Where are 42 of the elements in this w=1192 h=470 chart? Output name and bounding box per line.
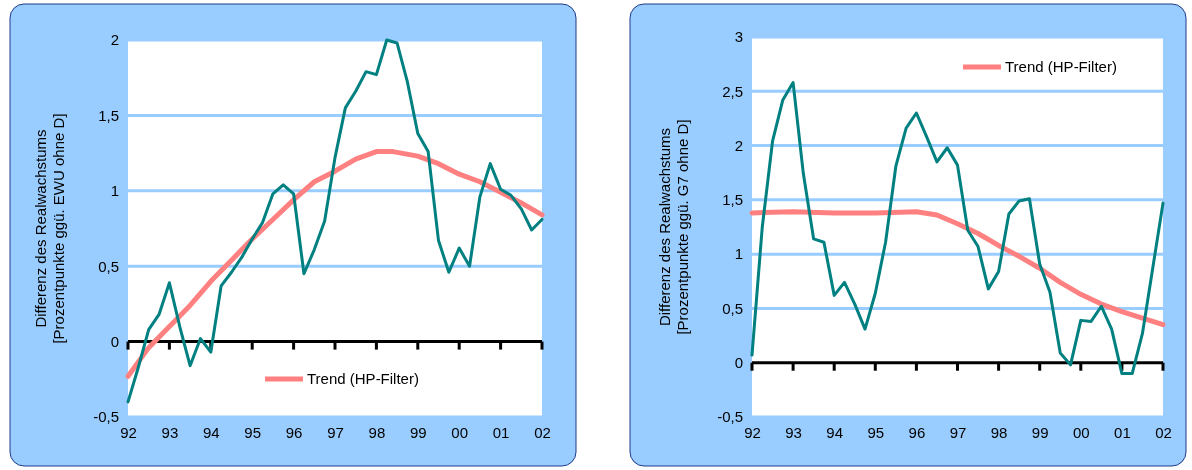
y-tick-label: 2 bbox=[734, 136, 743, 154]
y-axis-title: Differenz des Realwachstums [Prozentpunkte ggü. G7 ohne D] bbox=[656, 119, 691, 335]
x-tick-label: 92 bbox=[744, 423, 761, 441]
x-tick-label: 93 bbox=[785, 423, 802, 441]
y-tick-label: -0,5 bbox=[717, 408, 743, 426]
x-tick-label: 94 bbox=[826, 423, 844, 441]
legend-label: Trend (HP-Filter) bbox=[307, 370, 419, 387]
legend-label: Trend (HP-Filter) bbox=[1005, 58, 1117, 75]
x-tick-label: 97 bbox=[327, 423, 344, 441]
x-tick-label: 97 bbox=[949, 423, 967, 441]
x-tick-label: 98 bbox=[990, 423, 1008, 441]
y-tick-label: 3 bbox=[734, 28, 743, 46]
x-tick-label: 99 bbox=[409, 423, 427, 441]
y-axis-title: Differenz des Realwachstums [Prozentpunkte ggü. EWU ohne D] bbox=[32, 113, 67, 344]
x-tick-label: 01 bbox=[1114, 423, 1131, 441]
x-tick-label: 00 bbox=[1072, 423, 1090, 441]
y-tick-label: 1,5 bbox=[722, 191, 743, 209]
x-tick-label: 99 bbox=[1031, 423, 1049, 441]
x-tick-label: 92 bbox=[120, 423, 137, 441]
y-tick-label: 0 bbox=[734, 354, 743, 372]
x-tick-label: 98 bbox=[368, 423, 386, 441]
x-tick-label: 95 bbox=[867, 423, 885, 441]
x-tick-label: 94 bbox=[202, 423, 220, 441]
y-tick-label: -0,5 bbox=[93, 408, 119, 426]
x-tick-label: 93 bbox=[161, 423, 179, 441]
y-tick-label: 1 bbox=[734, 245, 743, 263]
x-tick-label: 95 bbox=[244, 423, 262, 441]
x-tick-label: 96 bbox=[908, 423, 926, 441]
y-tick-label: 0,5 bbox=[98, 257, 119, 275]
y-tick-label: 1,5 bbox=[98, 106, 119, 124]
y-tick-label: 0 bbox=[110, 332, 119, 350]
y-tick-label: 0,5 bbox=[722, 299, 743, 317]
y-tick-label: 2,5 bbox=[722, 82, 743, 100]
x-tick-label: 96 bbox=[285, 423, 303, 441]
y-tick-label: 1 bbox=[110, 182, 119, 200]
x-tick-label: 01 bbox=[492, 423, 510, 441]
y-tick-label: 2 bbox=[110, 31, 119, 49]
line-series bbox=[750, 81, 1165, 376]
x-tick-label: 02 bbox=[534, 423, 551, 441]
line-series bbox=[126, 38, 544, 404]
x-tick-label: 02 bbox=[1155, 423, 1172, 441]
x-tick-label: 00 bbox=[451, 423, 469, 441]
